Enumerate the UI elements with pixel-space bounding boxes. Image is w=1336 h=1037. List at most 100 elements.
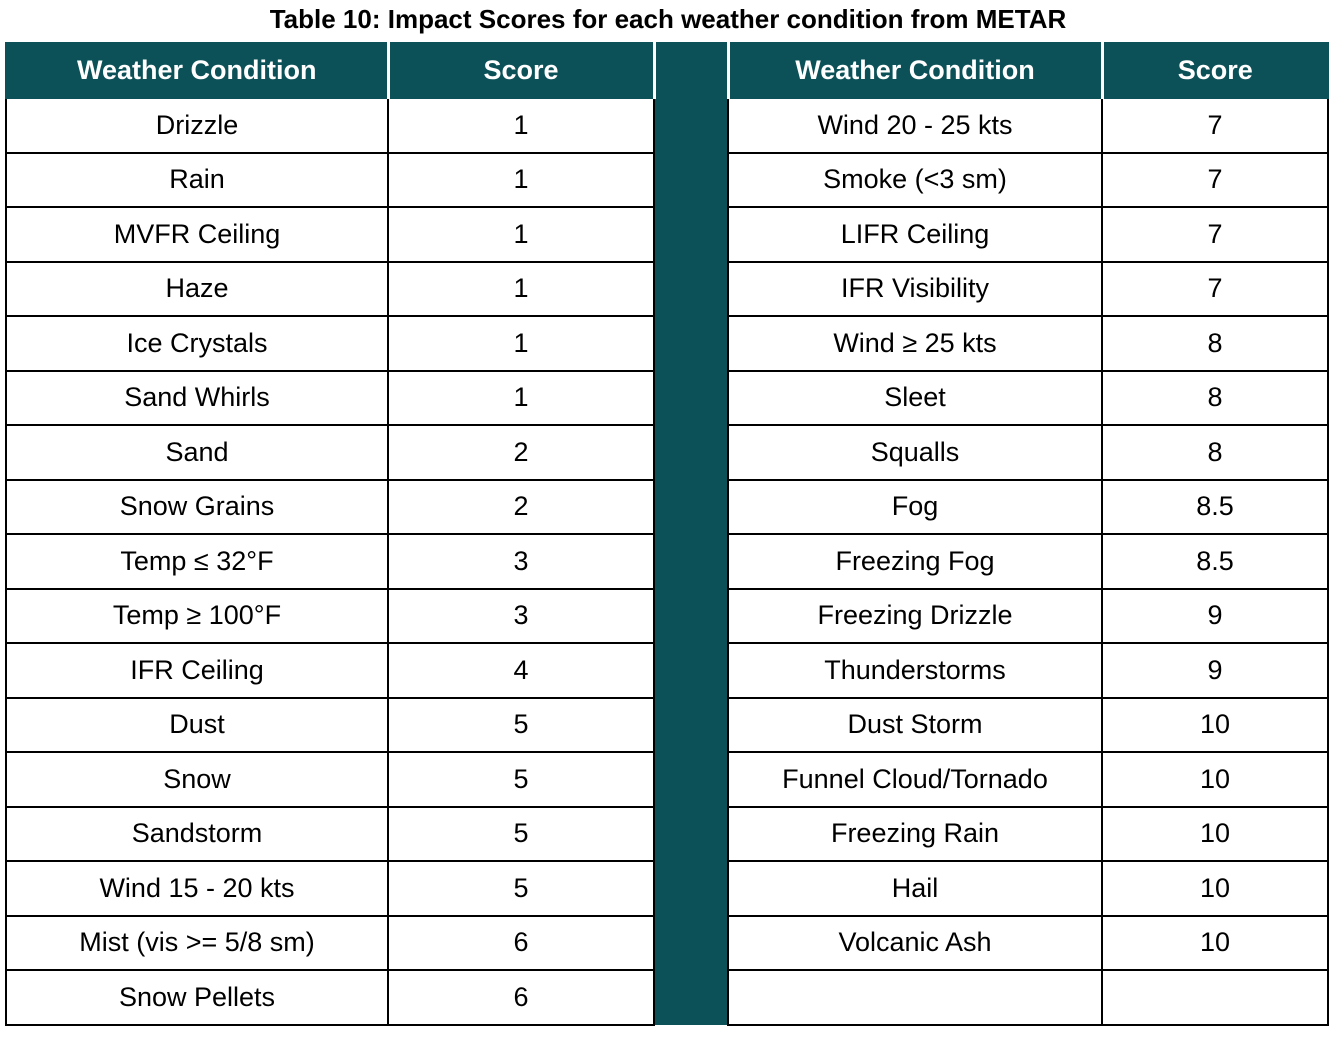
- table-row: Snow Pellets 6: [5, 969, 1329, 1026]
- header-left-score: Score: [386, 42, 656, 99]
- right-score-cell: 9: [1101, 642, 1329, 699]
- divider-column-cell: [653, 479, 729, 534]
- right-score-cell: 10: [1101, 696, 1329, 753]
- left-score-cell: 1: [387, 151, 655, 208]
- left-condition-cell: Rain: [5, 151, 389, 208]
- left-score-cell: 3: [387, 533, 655, 590]
- divider-column-cell: [653, 207, 729, 262]
- divider-column-cell: [653, 806, 729, 861]
- table-row: Temp ≤ 32°F 3 Freezing Fog 8.5: [5, 533, 1329, 590]
- left-condition-cell: Temp ≥ 100°F: [5, 587, 389, 644]
- right-score-cell: 7: [1101, 151, 1329, 208]
- right-condition-cell: [727, 969, 1103, 1026]
- left-condition-cell: Sandstorm: [5, 805, 389, 862]
- right-condition-cell: Wind ≥ 25 kts: [727, 315, 1103, 372]
- table-row: Drizzle 1 Wind 20 - 25 kts 7: [5, 97, 1329, 154]
- right-condition-cell: Funnel Cloud/Tornado: [727, 751, 1103, 808]
- right-condition-cell: Freezing Drizzle: [727, 587, 1103, 644]
- divider-column-cell: [653, 915, 729, 970]
- right-score-cell: 8: [1101, 424, 1329, 481]
- left-score-cell: 6: [387, 914, 655, 971]
- right-score-cell: 10: [1101, 805, 1329, 862]
- divider-column-cell: [653, 534, 729, 589]
- left-score-cell: 5: [387, 696, 655, 753]
- divider-column-cell: [653, 861, 729, 916]
- left-condition-cell: IFR Ceiling: [5, 642, 389, 699]
- right-score-cell: 10: [1101, 914, 1329, 971]
- right-condition-cell: LIFR Ceiling: [727, 206, 1103, 263]
- left-condition-cell: Snow Grains: [5, 478, 389, 535]
- left-condition-cell: Temp ≤ 32°F: [5, 533, 389, 590]
- left-condition-cell: Sand: [5, 424, 389, 481]
- right-condition-cell: Fog: [727, 478, 1103, 535]
- table-row: Snow 5 Funnel Cloud/Tornado 10: [5, 751, 1329, 808]
- left-condition-cell: Snow: [5, 751, 389, 808]
- left-condition-cell: Ice Crystals: [5, 315, 389, 372]
- left-score-cell: 3: [387, 587, 655, 644]
- table-row: Temp ≥ 100°F 3 Freezing Drizzle 9: [5, 587, 1329, 644]
- left-condition-cell: Sand Whirls: [5, 369, 389, 426]
- left-score-cell: 1: [387, 260, 655, 317]
- right-score-cell: 7: [1101, 260, 1329, 317]
- right-score-cell: 10: [1101, 860, 1329, 917]
- right-score-cell: 8: [1101, 315, 1329, 372]
- table-row: Sandstorm 5 Freezing Rain 10: [5, 805, 1329, 862]
- header-row: Weather Condition Score Weather Conditio…: [5, 42, 1329, 99]
- right-score-cell: 8.5: [1101, 478, 1329, 535]
- header-left-condition: Weather Condition: [5, 42, 390, 99]
- right-condition-cell: Thunderstorms: [727, 642, 1103, 699]
- left-score-cell: 1: [387, 97, 655, 154]
- table-row: Wind 15 - 20 kts 5 Hail 10: [5, 860, 1329, 917]
- left-score-cell: 1: [387, 206, 655, 263]
- divider-column-cell: [653, 752, 729, 807]
- table-row: Dust 5 Dust Storm 10: [5, 696, 1329, 753]
- right-condition-cell: Freezing Fog: [727, 533, 1103, 590]
- left-condition-cell: Snow Pellets: [5, 969, 389, 1026]
- divider-column-cell: [653, 316, 729, 371]
- table-row: Ice Crystals 1 Wind ≥ 25 kts 8: [5, 315, 1329, 372]
- divider-column-cell: [653, 370, 729, 425]
- right-condition-cell: Squalls: [727, 424, 1103, 481]
- table-row: Rain 1 Smoke (<3 sm) 7: [5, 151, 1329, 208]
- divider-column-cell: [653, 152, 729, 207]
- right-score-cell: 7: [1101, 97, 1329, 154]
- table-row: Snow Grains 2 Fog 8.5: [5, 478, 1329, 535]
- left-score-cell: 2: [387, 424, 655, 481]
- table-body: Drizzle 1 Wind 20 - 25 kts 7 Rain 1 Smoke (<3 …: [5, 97, 1329, 1026]
- table-caption: Table 10: Impact Scores for each weather…: [269, 4, 1067, 34]
- table-row: Mist (vis >= 5/8 sm) 6 Volcanic Ash 10: [5, 914, 1329, 971]
- divider-column-header: [654, 42, 728, 99]
- header-right-score: Score: [1100, 42, 1329, 99]
- table-row: Haze 1 IFR Visibility 7: [5, 260, 1329, 317]
- left-score-cell: 5: [387, 805, 655, 862]
- table-row: IFR Ceiling 4 Thunderstorms 9: [5, 642, 1329, 699]
- right-condition-cell: Sleet: [727, 369, 1103, 426]
- divider-column-cell: [653, 970, 729, 1025]
- impact-scores-table: Weather Condition Score Weather Conditio…: [5, 42, 1329, 1026]
- left-condition-cell: Drizzle: [5, 97, 389, 154]
- left-score-cell: 5: [387, 751, 655, 808]
- right-score-cell: 7: [1101, 206, 1329, 263]
- left-condition-cell: Haze: [5, 260, 389, 317]
- left-score-cell: 6: [387, 969, 655, 1026]
- table-row: Sand 2 Squalls 8: [5, 424, 1329, 481]
- right-condition-cell: Smoke (<3 sm): [727, 151, 1103, 208]
- right-score-cell: 9: [1101, 587, 1329, 644]
- left-condition-cell: MVFR Ceiling: [5, 206, 389, 263]
- right-condition-cell: Freezing Rain: [727, 805, 1103, 862]
- left-condition-cell: Wind 15 - 20 kts: [5, 860, 389, 917]
- right-condition-cell: IFR Visibility: [727, 260, 1103, 317]
- right-score-cell: [1101, 969, 1329, 1026]
- right-condition-cell: Wind 20 - 25 kts: [727, 97, 1103, 154]
- right-condition-cell: Dust Storm: [727, 696, 1103, 753]
- divider-column-cell: [653, 425, 729, 480]
- left-score-cell: 2: [387, 478, 655, 535]
- left-score-cell: 1: [387, 369, 655, 426]
- divider-column-cell: [653, 588, 729, 643]
- divider-column-cell: [653, 697, 729, 752]
- left-score-cell: 5: [387, 860, 655, 917]
- table-row: Sand Whirls 1 Sleet 8: [5, 369, 1329, 426]
- right-score-cell: 8.5: [1101, 533, 1329, 590]
- left-condition-cell: Mist (vis >= 5/8 sm): [5, 914, 389, 971]
- right-score-cell: 8: [1101, 369, 1329, 426]
